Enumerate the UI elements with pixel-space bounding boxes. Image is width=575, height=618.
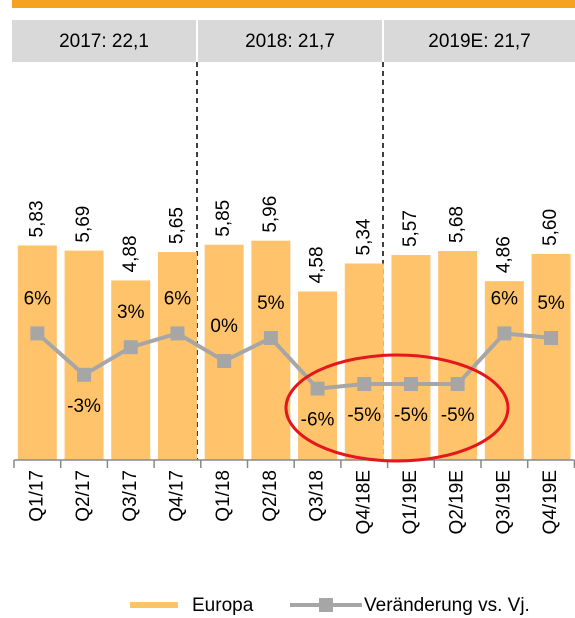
bar-value-label: 5,60 xyxy=(540,209,561,246)
line-value-label: -5% xyxy=(394,405,428,426)
x-tick-label: Q2/18 xyxy=(260,470,281,522)
bar-value-label: 5,34 xyxy=(353,218,374,255)
x-tick-label: Q3/19E xyxy=(493,470,514,534)
bar xyxy=(344,263,384,460)
line-value-label: -5% xyxy=(347,405,381,426)
line xyxy=(36,331,552,391)
line-value-label: 6% xyxy=(24,288,52,309)
bar-value-label: 4,88 xyxy=(120,235,141,272)
bar-value-label: 5,69 xyxy=(73,206,94,243)
header-box xyxy=(12,20,196,62)
x-tick-label: Q1/17 xyxy=(26,470,47,522)
legend-label: Veränderung vs. Vj. xyxy=(364,595,530,616)
line-marker xyxy=(403,377,418,391)
line-marker xyxy=(357,377,372,391)
line-marker xyxy=(450,377,465,391)
bar-value-label: 5,96 xyxy=(260,196,281,233)
line-value-label: 0% xyxy=(210,316,238,337)
legend-swatch xyxy=(319,598,333,612)
x-tick-label: Q2/17 xyxy=(73,470,94,522)
x-tick-label: Q4/17 xyxy=(166,470,187,522)
line-marker xyxy=(263,331,278,345)
header-box xyxy=(198,20,382,62)
plot: 5,83 5,69 4,88 5,65 5,85 5,96 4,58 5,34 5,57 5,68… xyxy=(13,196,575,534)
header-box xyxy=(384,20,575,62)
bar-value-label: 5,85 xyxy=(213,200,234,237)
header-label: 2017: 22,1 xyxy=(59,31,149,52)
line-value-label: 6% xyxy=(491,288,519,309)
line-marker xyxy=(30,326,45,341)
line-marker xyxy=(544,331,559,345)
x-tick-label: Q4/18E xyxy=(353,470,374,534)
bar-value-label: 5,65 xyxy=(166,207,187,244)
line-value-label: -6% xyxy=(301,410,335,431)
line-marker xyxy=(497,326,512,341)
line-value-label: 3% xyxy=(117,302,145,323)
line-value-label: 6% xyxy=(164,288,192,309)
header-label: 2019E: 21,7 xyxy=(428,31,530,52)
bar-value-label: 4,58 xyxy=(307,246,328,283)
bar xyxy=(157,252,197,460)
bar-value-label: 4,86 xyxy=(493,236,514,273)
bar-value-label: 5,68 xyxy=(447,206,468,243)
x-tick-label: Q1/18 xyxy=(213,470,234,522)
bar xyxy=(484,281,524,460)
legend-label: Europa xyxy=(192,595,254,616)
line-value-label: -3% xyxy=(67,396,101,417)
line-marker xyxy=(77,367,92,382)
x-tick-label: Q3/17 xyxy=(120,470,141,522)
x-tick-label: Q3/18 xyxy=(307,470,328,522)
x-tick-label: Q1/19E xyxy=(400,470,421,534)
bar xyxy=(111,280,151,460)
line-marker xyxy=(310,381,325,396)
line-value-label: 5% xyxy=(537,293,565,314)
header-label: 2018: 21,7 xyxy=(245,31,335,52)
line-marker xyxy=(123,340,138,355)
line-value-label: 5% xyxy=(257,293,285,314)
bar xyxy=(438,250,478,460)
line-marker xyxy=(170,326,185,341)
x-tick-label: Q2/19E xyxy=(447,470,468,534)
bar-value-label: 5,57 xyxy=(400,210,421,247)
line-marker xyxy=(217,354,232,368)
highlight-ellipse xyxy=(284,353,510,463)
top-bar xyxy=(12,0,575,8)
x-tick-label: Q4/19E xyxy=(540,470,561,534)
bar-value-label: 5,83 xyxy=(26,200,47,237)
header: 2017: 22,1 2018: 21,7 2019E: 21,7 xyxy=(12,20,575,62)
line-value-label: -5% xyxy=(441,405,475,426)
bar xyxy=(64,250,104,460)
bar xyxy=(531,253,571,460)
bar xyxy=(17,245,57,460)
